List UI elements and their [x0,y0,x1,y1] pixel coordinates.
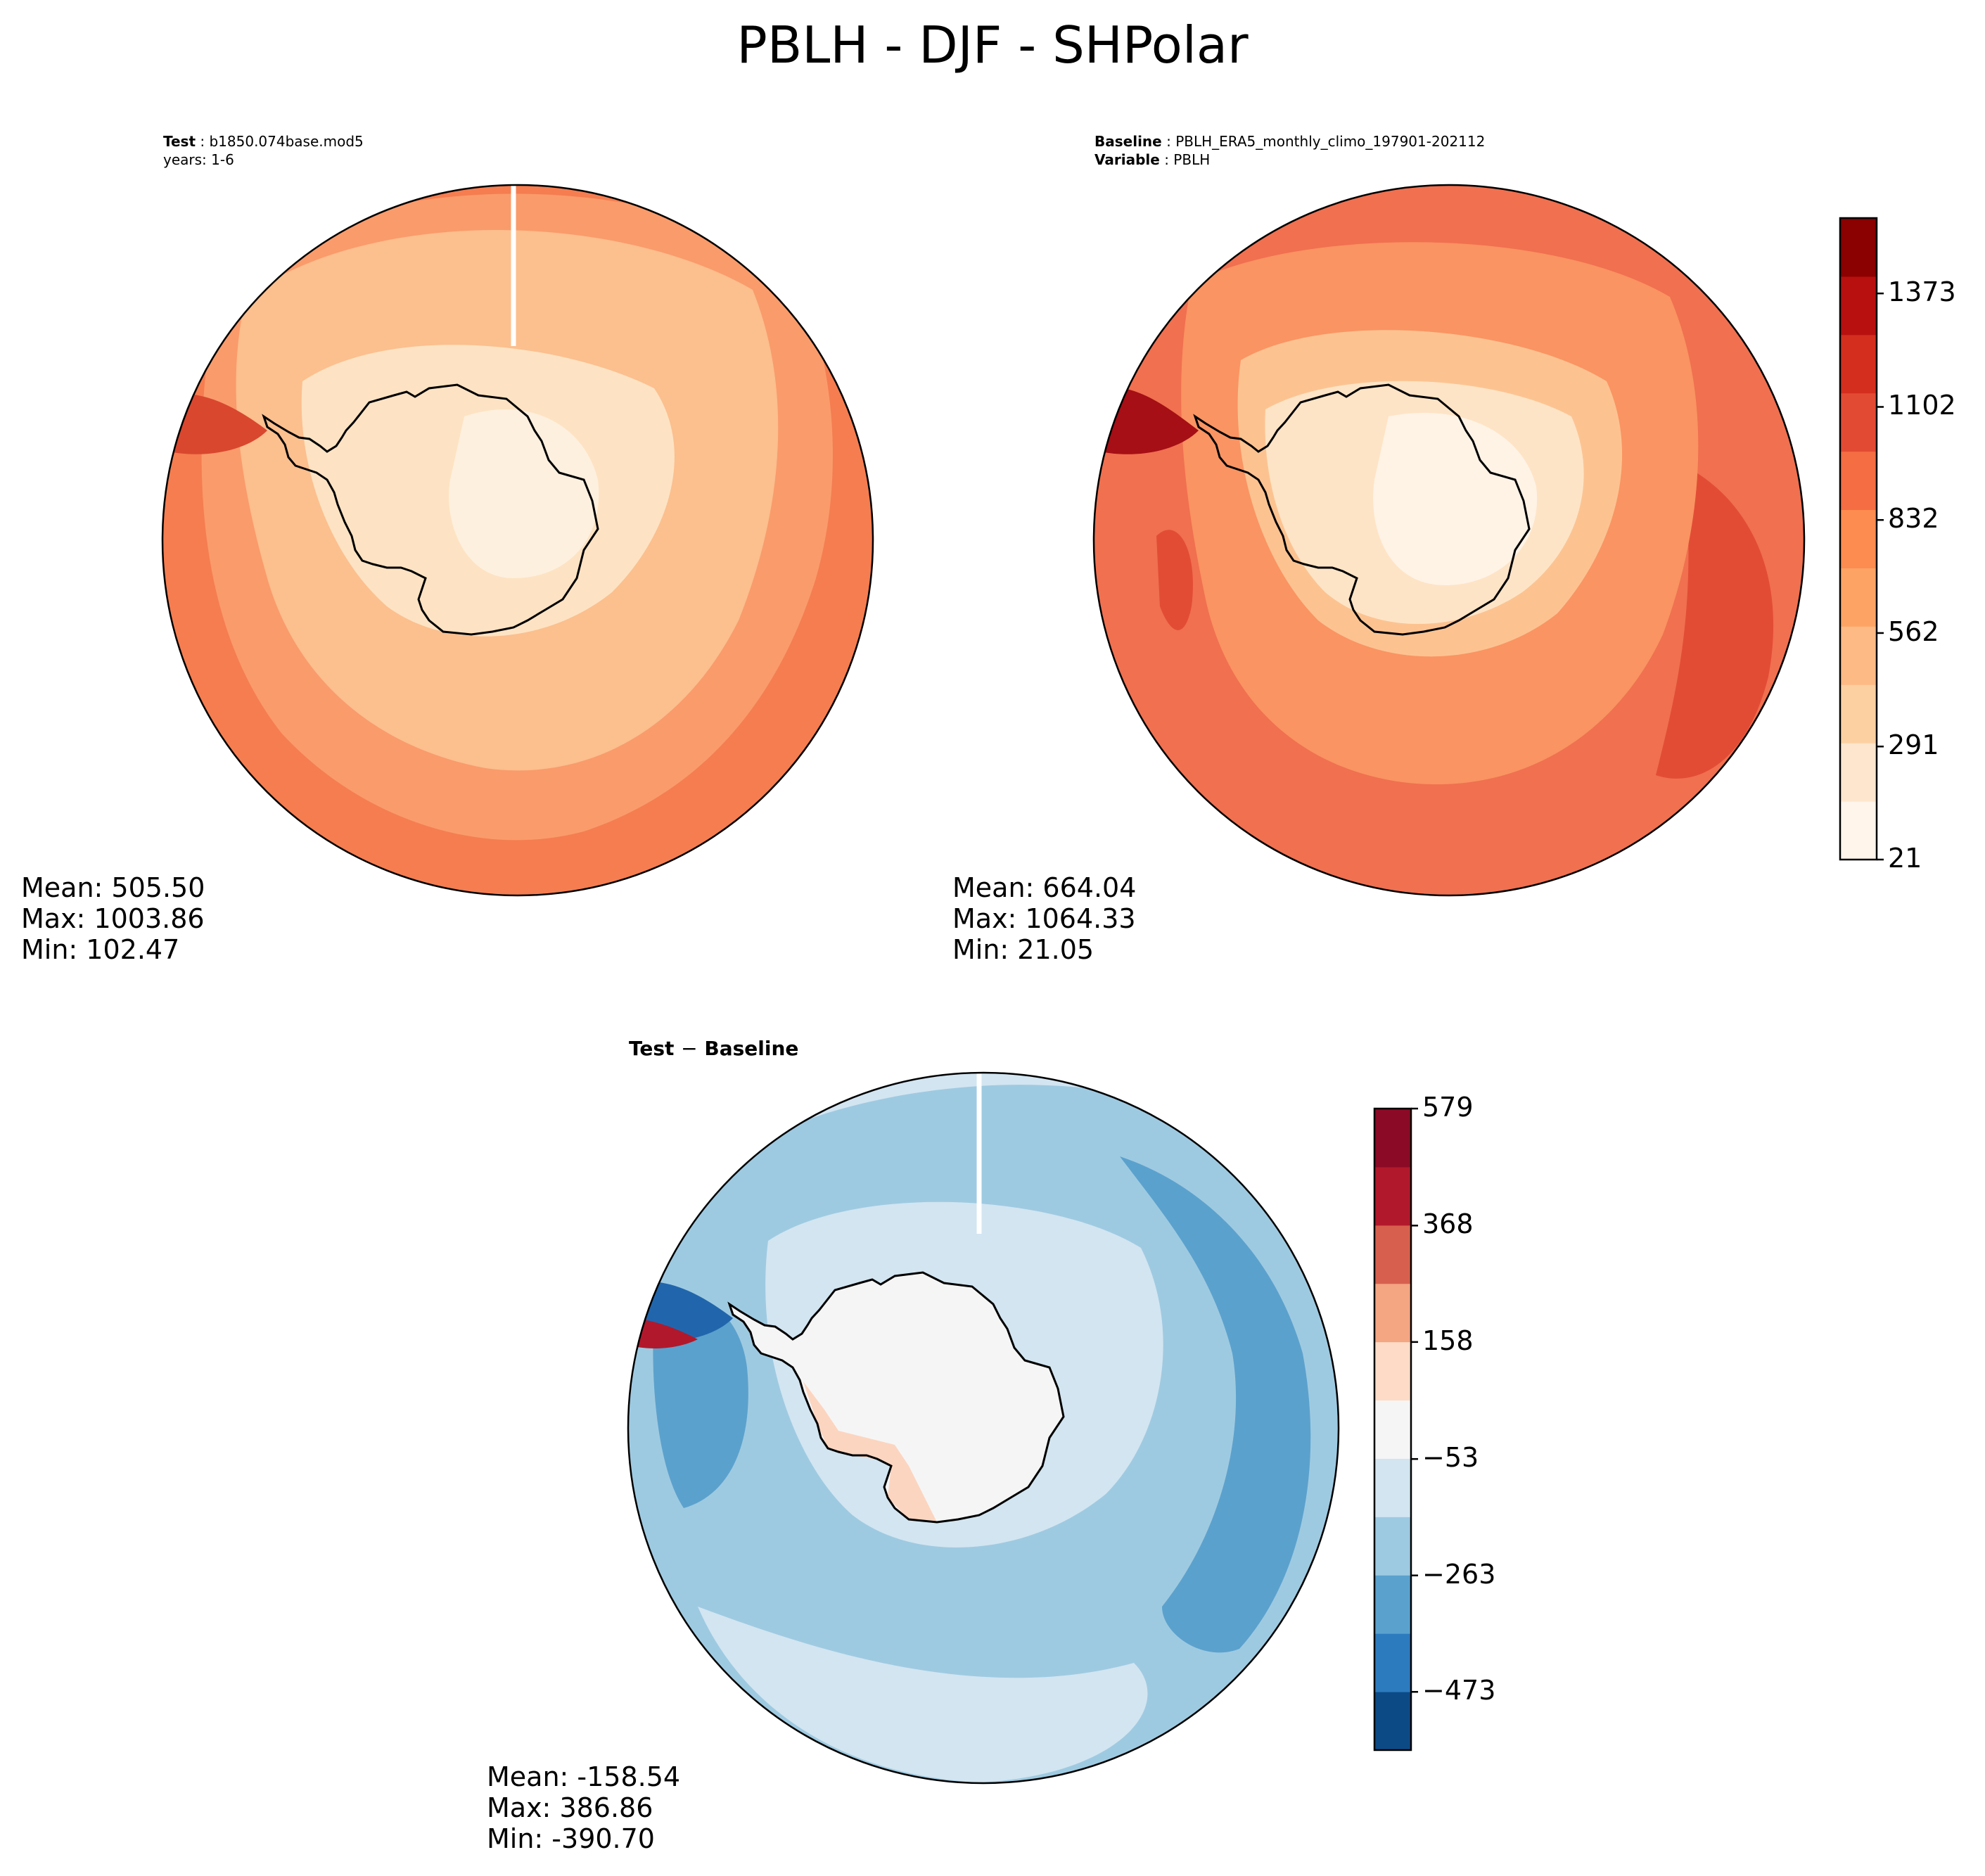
baseline-ice-core [1373,412,1538,585]
test-patagonia-hotspot [169,394,267,454]
baseline-patagonia-hotspot [1100,387,1199,454]
diff-mean: Mean: -158.54 [487,1761,681,1792]
baseline-ocean-band-west [1156,530,1193,630]
variable-header-label: Variable [1094,151,1160,168]
baseline-mean: Mean: 664.04 [952,872,1137,903]
diff-patagonia-positive [634,1318,698,1348]
diff-ocean-dark-east [1120,1156,1311,1653]
diff-colorbar-border [1373,1107,1412,1751]
diff-colorbar-segment [1374,1400,1411,1459]
test-min: Min: 102.47 [21,934,180,965]
main-colorbar-segment [1840,393,1877,452]
test-stats: Mean: 505.50 Max: 1003.86 Min: 102.47 [21,872,205,965]
diff-min: Min: -390.70 [487,1823,655,1854]
diff-colorbar-segment [1374,1633,1411,1692]
test-panel-header: Test : b1850.074base.mod5 years: 1-6 [163,133,364,168]
diff-colorbar-segment [1374,1225,1411,1284]
diff-colorbar-segment [1374,1517,1411,1576]
diff-colorbar [1373,1107,1418,1751]
test-map [161,184,874,897]
diff-colorbar-segment [1374,1283,1411,1343]
test-max: Max: 1003.86 [21,903,205,934]
main-colorbar-segment [1840,684,1877,744]
main-colorbar-segment [1840,334,1877,394]
diff-ocean-dark-west [653,1293,748,1508]
diff-colorbar-tick-label: 579 [1422,1092,1474,1123]
diff-ocean-light-south [698,1607,1148,1782]
main-colorbar-tick-label: 21 [1888,843,1922,874]
diff-map [627,1071,1340,1785]
variable-name: PBLH [1173,151,1211,168]
baseline-min: Min: 21.05 [952,934,1094,965]
baseline-ocean-band [1656,466,1774,779]
main-colorbar-tick-label: 1102 [1888,390,1956,421]
main-colorbar-segment [1840,568,1877,627]
diff-antarctica-fill [729,1272,1064,1522]
diff-max: Max: 386.86 [487,1792,653,1823]
diff-colorbar-segment [1374,1166,1411,1226]
main-colorbar-tick-label: 1373 [1888,276,1956,308]
baseline-stats: Mean: 664.04 Max: 1064.33 Min: 21.05 [952,872,1136,965]
diff-colorbar-tick-label: −263 [1422,1558,1496,1590]
baseline-map [1092,184,1806,897]
main-colorbar-tick-label: 291 [1888,729,1939,761]
main-colorbar-segment [1840,218,1877,277]
diff-colorbar-segment [1374,1692,1411,1751]
diff-colorbar-tick-label: 368 [1422,1208,1474,1240]
diff-title-operator: − [681,1037,698,1060]
baseline-case-name: PBLH_ERA5_monthly_climo_197901-202112 [1175,133,1486,150]
main-colorbar-segment [1840,743,1877,802]
diff-stats: Mean: -158.54 Max: 386.86 Min: -390.70 [487,1761,680,1854]
baseline-header-label: Baseline [1094,133,1162,150]
main-colorbar-segment [1840,276,1877,336]
baseline-antarctica-coast [1193,383,1531,636]
main-colorbar-tick-label: 832 [1888,503,1939,535]
main-colorbar-border [1839,217,1878,861]
test-mean: Mean: 505.50 [21,872,205,903]
diff-title-test: Test [629,1037,675,1060]
test-years: years: 1-6 [163,151,234,168]
test-ice-core [449,409,599,578]
main-colorbar-segment [1840,626,1877,685]
diff-title-baseline: Baseline [704,1037,799,1060]
main-colorbar-tick-label: 562 [1888,615,1939,647]
figure-title: PBLH - DJF - SHPolar [736,15,1249,75]
diff-colorbar-segment [1374,1575,1411,1634]
main-colorbar-segment [1840,509,1877,568]
diff-colorbar-segment [1374,1109,1411,1168]
main-colorbar-segment [1840,801,1877,860]
diff-colorbar-segment [1374,1458,1411,1517]
diff-colorbar-tick-label: 158 [1422,1325,1474,1356]
baseline-panel-header: Baseline : PBLH_ERA5_monthly_climo_19790… [1094,133,1486,168]
diff-antarctica-coast [727,1271,1065,1524]
test-antarctica-coast [262,383,599,636]
diff-colorbar-tick-label: −53 [1422,1442,1479,1474]
diff-panel-title: Test − Baseline [629,1037,798,1060]
main-colorbar [1839,217,1884,861]
diff-colorbar-segment [1374,1341,1411,1401]
diff-coast-positive [803,1382,937,1522]
main-colorbar-segment [1840,451,1877,511]
baseline-max: Max: 1064.33 [952,903,1136,934]
diff-colorbar-tick-label: −473 [1422,1675,1496,1706]
test-header-label: Test [163,133,196,150]
test-case-name: b1850.074base.mod5 [209,133,364,150]
